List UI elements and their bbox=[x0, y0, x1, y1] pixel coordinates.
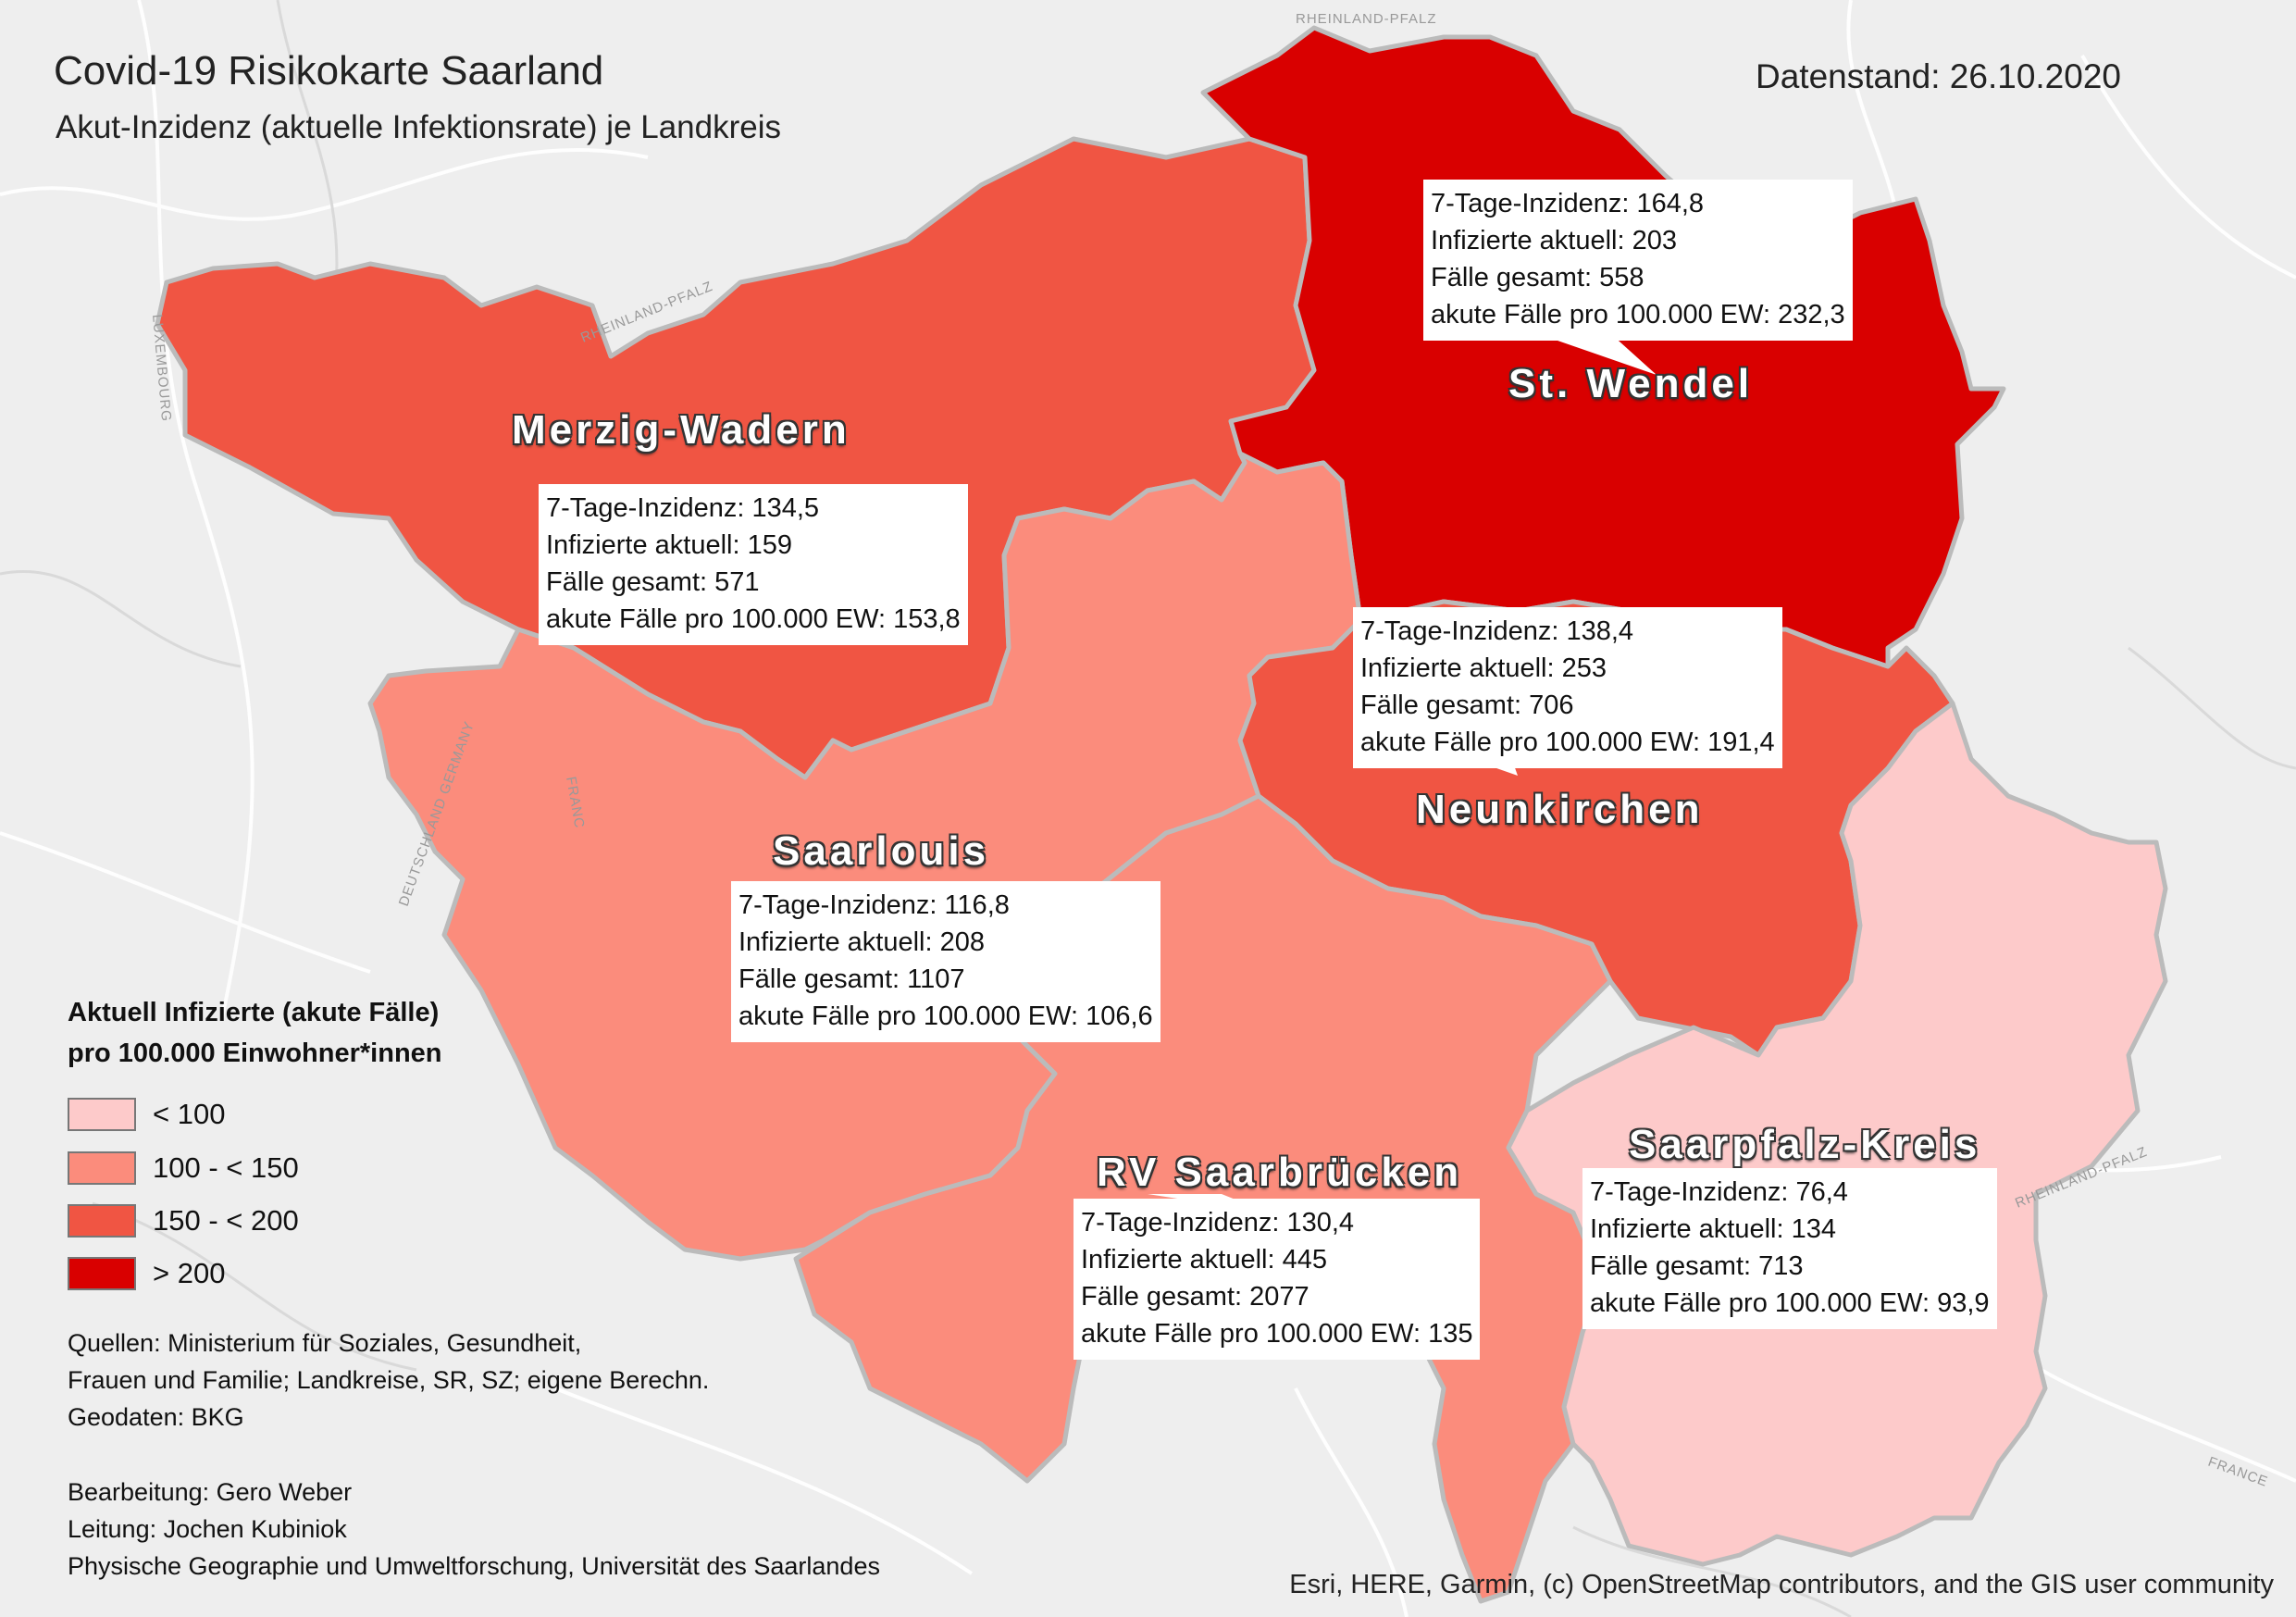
legend-label: 150 - < 200 bbox=[153, 1204, 299, 1237]
callout-neunkirchen: 7-Tage-Inzidenz: 138,4 Infizierte aktuel… bbox=[1353, 607, 1782, 768]
district-polygons bbox=[155, 25, 2168, 1604]
label-rheinland-pfalz-top: RHEINLAND-PFALZ bbox=[1296, 11, 1437, 27]
callout-total: Fälle gesamt: 713 bbox=[1590, 1251, 1804, 1281]
district-name-st-wendel: St. Wendel bbox=[1508, 361, 1754, 406]
sources-line2: Frauen und Familie; Landkreise, SR, SZ; … bbox=[68, 1366, 710, 1394]
callout-total: Fälle gesamt: 571 bbox=[546, 567, 760, 597]
credits-line3: Physische Geographie und Umweltforschung… bbox=[68, 1552, 880, 1580]
callout-infected: Infizierte aktuell: 253 bbox=[1360, 653, 1607, 683]
basemap-attribution: Esri, HERE, Garmin, (c) OpenStreetMap co… bbox=[1289, 1570, 2274, 1599]
legend-item-150-200: 150 - < 200 bbox=[68, 1202, 299, 1239]
callout-per100k: akute Fälle pro 100.000 EW: 93,9 bbox=[1590, 1288, 1990, 1318]
legend-label: < 100 bbox=[153, 1098, 226, 1130]
callout-st-wendel: 7-Tage-Inzidenz: 164,8 Infizierte aktuel… bbox=[1423, 180, 1853, 341]
callout-incidence: 7-Tage-Inzidenz: 138,4 bbox=[1360, 616, 1634, 646]
callout-pointer-st-wendel bbox=[1536, 333, 1657, 375]
sources-line1: Quellen: Ministerium für Soziales, Gesun… bbox=[68, 1329, 582, 1357]
legend-title: Aktuell Infizierte (akute Fälle) pro 100… bbox=[68, 992, 442, 1074]
map-subtitle: Akut-Inzidenz (aktuelle Infektionsrate) … bbox=[56, 109, 782, 145]
district-name-neunkirchen: Neunkirchen bbox=[1416, 787, 1704, 832]
legend-swatch bbox=[68, 1151, 136, 1185]
callout-incidence: 7-Tage-Inzidenz: 76,4 bbox=[1590, 1177, 1848, 1207]
sources-block: Quellen: Ministerium für Soziales, Gesun… bbox=[68, 1325, 709, 1436]
callout-total: Fälle gesamt: 558 bbox=[1431, 263, 1644, 292]
data-date: Datenstand: 26.10.2020 bbox=[1756, 57, 2121, 95]
credits-line1: Bearbeitung: Gero Weber bbox=[68, 1478, 353, 1506]
callout-infected: Infizierte aktuell: 159 bbox=[546, 530, 792, 560]
callout-rv-saarbruecken: 7-Tage-Inzidenz: 130,4 Infizierte aktuel… bbox=[1074, 1199, 1481, 1360]
callout-total: Fälle gesamt: 1107 bbox=[738, 964, 965, 994]
district-name-saarpfalz-kreis: Saarpfalz-Kreis bbox=[1629, 1122, 1981, 1167]
credits-block: Bearbeitung: Gero Weber Leitung: Jochen … bbox=[68, 1474, 880, 1585]
callout-infected: Infizierte aktuell: 445 bbox=[1081, 1245, 1327, 1275]
callout-per100k: akute Fälle pro 100.000 EW: 153,8 bbox=[546, 604, 961, 634]
legend-title-line2: pro 100.000 Einwohner*innen bbox=[68, 1039, 442, 1068]
legend-swatch bbox=[68, 1204, 136, 1238]
callout-incidence: 7-Tage-Inzidenz: 164,8 bbox=[1431, 189, 1705, 218]
legend-title-line1: Aktuell Infizierte (akute Fälle) bbox=[68, 998, 440, 1027]
callout-per100k: akute Fälle pro 100.000 EW: 232,3 bbox=[1431, 300, 1845, 330]
legend-label: 100 - < 150 bbox=[153, 1151, 299, 1184]
legend-item-100-150: 100 - < 150 bbox=[68, 1150, 299, 1187]
callout-total: Fälle gesamt: 706 bbox=[1360, 690, 1574, 720]
callout-incidence: 7-Tage-Inzidenz: 134,5 bbox=[546, 493, 820, 523]
callout-saarpfalz-kreis: 7-Tage-Inzidenz: 76,4 Infizierte aktuell… bbox=[1582, 1168, 1997, 1329]
callout-infected: Infizierte aktuell: 208 bbox=[738, 927, 985, 957]
map-title: Covid-19 Risikokarte Saarland bbox=[54, 48, 604, 93]
sources-line3: Geodaten: BKG bbox=[68, 1403, 244, 1431]
legend-label: > 200 bbox=[153, 1257, 226, 1289]
callout-per100k: akute Fälle pro 100.000 EW: 106,6 bbox=[738, 1001, 1153, 1031]
callout-per100k: akute Fälle pro 100.000 EW: 135 bbox=[1081, 1319, 1473, 1349]
callout-infected: Infizierte aktuell: 203 bbox=[1431, 226, 1677, 255]
legend-swatch bbox=[68, 1257, 136, 1290]
legend-item-above-200: > 200 bbox=[68, 1255, 225, 1292]
credits-line2: Leitung: Jochen Kubiniok bbox=[68, 1515, 347, 1543]
callout-merzig-wadern: 7-Tage-Inzidenz: 134,5 Infizierte aktuel… bbox=[539, 484, 968, 645]
district-name-merzig-wadern: Merzig-Wadern bbox=[512, 407, 850, 453]
legend-item-below-100: < 100 bbox=[68, 1096, 225, 1133]
callout-infected: Infizierte aktuell: 134 bbox=[1590, 1214, 1836, 1244]
callout-incidence: 7-Tage-Inzidenz: 130,4 bbox=[1081, 1208, 1355, 1238]
legend-swatch bbox=[68, 1098, 136, 1131]
district-saarpfalz-kreis-area[interactable] bbox=[1506, 701, 2168, 1567]
district-name-saarlouis: Saarlouis bbox=[773, 828, 990, 874]
callout-per100k: akute Fälle pro 100.000 EW: 191,4 bbox=[1360, 728, 1775, 757]
district-name-rv-saarbruecken: RV Saarbrücken bbox=[1097, 1150, 1463, 1195]
callout-total: Fälle gesamt: 2077 bbox=[1081, 1282, 1309, 1312]
callout-incidence: 7-Tage-Inzidenz: 116,8 bbox=[738, 890, 1010, 920]
callout-saarlouis: 7-Tage-Inzidenz: 116,8 Infizierte aktuel… bbox=[731, 881, 1160, 1042]
